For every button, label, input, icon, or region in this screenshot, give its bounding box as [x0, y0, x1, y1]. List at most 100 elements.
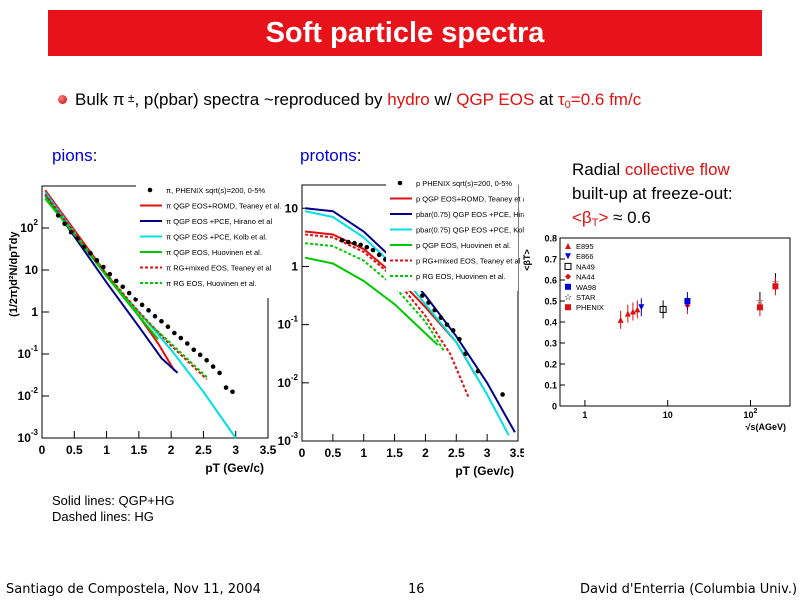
data-point [426, 300, 431, 305]
legend-marker [565, 253, 571, 260]
legend-entry: π RG+mixed EOS, Teaney et al [166, 264, 272, 273]
pions-label: pions: [52, 146, 98, 165]
x-tick-label: 3.5 [260, 443, 277, 457]
x-tick-label: 3 [232, 443, 239, 457]
data-point-phenix [772, 283, 779, 290]
y-axis-label: (1/2π)d²N/dpTdy [8, 231, 20, 317]
y-tick-label: 0.7 [544, 255, 557, 265]
data-point [352, 240, 357, 246]
legend-entry: E866 [576, 252, 594, 261]
legend-entry: π RG EOS, Huovinen et al. [166, 279, 257, 288]
y-tick-label: 0.8 [544, 234, 557, 244]
data-point [432, 307, 437, 313]
legend-entry: π QGP EOS +PCE, Hirano et al [166, 217, 272, 226]
data-point [139, 302, 145, 308]
legend-marker [565, 243, 571, 249]
y-tick-label: 0.3 [544, 339, 557, 349]
legend-entry: WA98 [576, 283, 596, 292]
legend-entry: PHENIX [576, 303, 604, 312]
data-point [197, 352, 203, 358]
x-tick-label: 2.5 [448, 446, 465, 460]
legend-entry: p RG EOS, Huovinen et al. [416, 272, 506, 281]
data-point [217, 370, 222, 376]
legend-marker [564, 262, 572, 270]
data-point [420, 293, 425, 298]
protons-label: protons: [300, 146, 362, 165]
y-axis-label: <βT> [522, 249, 532, 271]
y-tick-label: 0.2 [544, 360, 557, 370]
legend-box [386, 175, 518, 291]
x-tick-label: 0 [299, 446, 306, 460]
model-curve-6 [44, 195, 208, 378]
data-point [159, 318, 164, 324]
model-curve-6 [304, 242, 445, 352]
legend-entry: p QGP EOS+ROMD, Teaney et al. [416, 195, 524, 204]
data-point [450, 328, 456, 333]
y-tick-label: 0.5 [544, 297, 557, 307]
legend-entry: π, PHENIX sqrt(s)=200, 0-5% [166, 186, 265, 195]
data-point [463, 351, 468, 357]
x-tick-label: 3 [484, 446, 491, 460]
data-point [370, 247, 376, 253]
pion-spectra-chart: 0 0.5 1 1.5 2 2.5 3 3.5 10-3 10-2 10-1 1 10 102 pT (Ge… [8, 180, 282, 475]
x-axis-label: √s(AGeV) [746, 422, 786, 432]
legend-marker-data [147, 187, 153, 193]
x-tick-label: 10 [663, 410, 673, 420]
slide-title: Soft particle spectra [265, 16, 545, 49]
data-point [457, 336, 462, 342]
y-tick-label: 102 [20, 218, 38, 235]
legend-marker [565, 273, 571, 280]
data-point [438, 315, 444, 320]
data-point [172, 330, 177, 336]
data-point-na49 [659, 305, 667, 313]
page-number: 16 [408, 582, 425, 597]
data-point [94, 258, 100, 263]
legend-marker [565, 304, 571, 311]
x-tick-label: 0.5 [66, 443, 83, 457]
data-point [178, 335, 184, 341]
proton-spectra-chart: 0 0.5 1 1.5 2 2.5 3 3.5 10-3 10-2 10-1 1 10 pT (Gev/c… [278, 175, 524, 478]
y-tick-label: 0 [552, 402, 557, 412]
line-style-notes: Solid lines: QGP+HG Dashed lines: HG [52, 493, 174, 525]
title-banner: Soft particle spectra [48, 10, 762, 56]
y-tick-label: 0.6 [544, 276, 557, 286]
x-tick-label: 2.5 [195, 443, 212, 457]
data-point [75, 236, 80, 241]
x-tick-label: 1 [103, 443, 110, 457]
x-tick-label: 2 [422, 446, 429, 460]
x-tick-label: 2 [168, 443, 175, 457]
data-point [62, 221, 67, 227]
data-point [475, 368, 481, 374]
x-axis-label: pT (Gev/c) [205, 461, 264, 475]
model-curve-4 [304, 256, 439, 346]
y-tick-label: 10 [25, 263, 39, 277]
y-tick-label: 0.1 [544, 381, 557, 391]
y-tick-label: 0.4 [544, 318, 557, 328]
data-point [364, 244, 370, 250]
data-point [81, 244, 87, 250]
data-point [55, 213, 61, 218]
x-axis-label: pT (Gev/c) [455, 464, 514, 478]
y-tick-label: 1 [291, 259, 298, 273]
data-point [500, 392, 505, 397]
legend-entry: p PHENIX sqrt(s)=200, 0-5% [416, 179, 512, 188]
radial-flow-text: Radial collective flow built-up at freez… [572, 160, 733, 229]
data-point-e895 [629, 308, 636, 315]
bullet-summary: Bulk π ±, p(pbar) spectra ~reproduced by… [58, 90, 641, 111]
beta-t-chart: 0 0.1 0.2 0.3 0.4 0.5 0.6 0.7 0.8 1 10 102 √s(AGeV) <… [522, 234, 791, 432]
data-point [133, 297, 138, 302]
y-tick-label: 10-3 [18, 428, 39, 445]
legend-marker: ☆ [564, 292, 572, 302]
data-point [113, 278, 119, 284]
legend-entry: E895 [576, 242, 594, 251]
data-point [444, 322, 450, 327]
data-point [101, 264, 106, 270]
legend-entry: π QGP EOS +PCE, Kolb et al. [166, 233, 267, 242]
data-point [358, 242, 363, 248]
data-point [126, 290, 132, 296]
y-tick-label: 10-2 [18, 386, 39, 403]
legend-entry: pbar(0.75) QGP EOS +PCE, Hirano et al. [416, 210, 524, 219]
data-point [107, 271, 113, 277]
legend-marker [565, 283, 571, 290]
data-point [120, 284, 126, 290]
